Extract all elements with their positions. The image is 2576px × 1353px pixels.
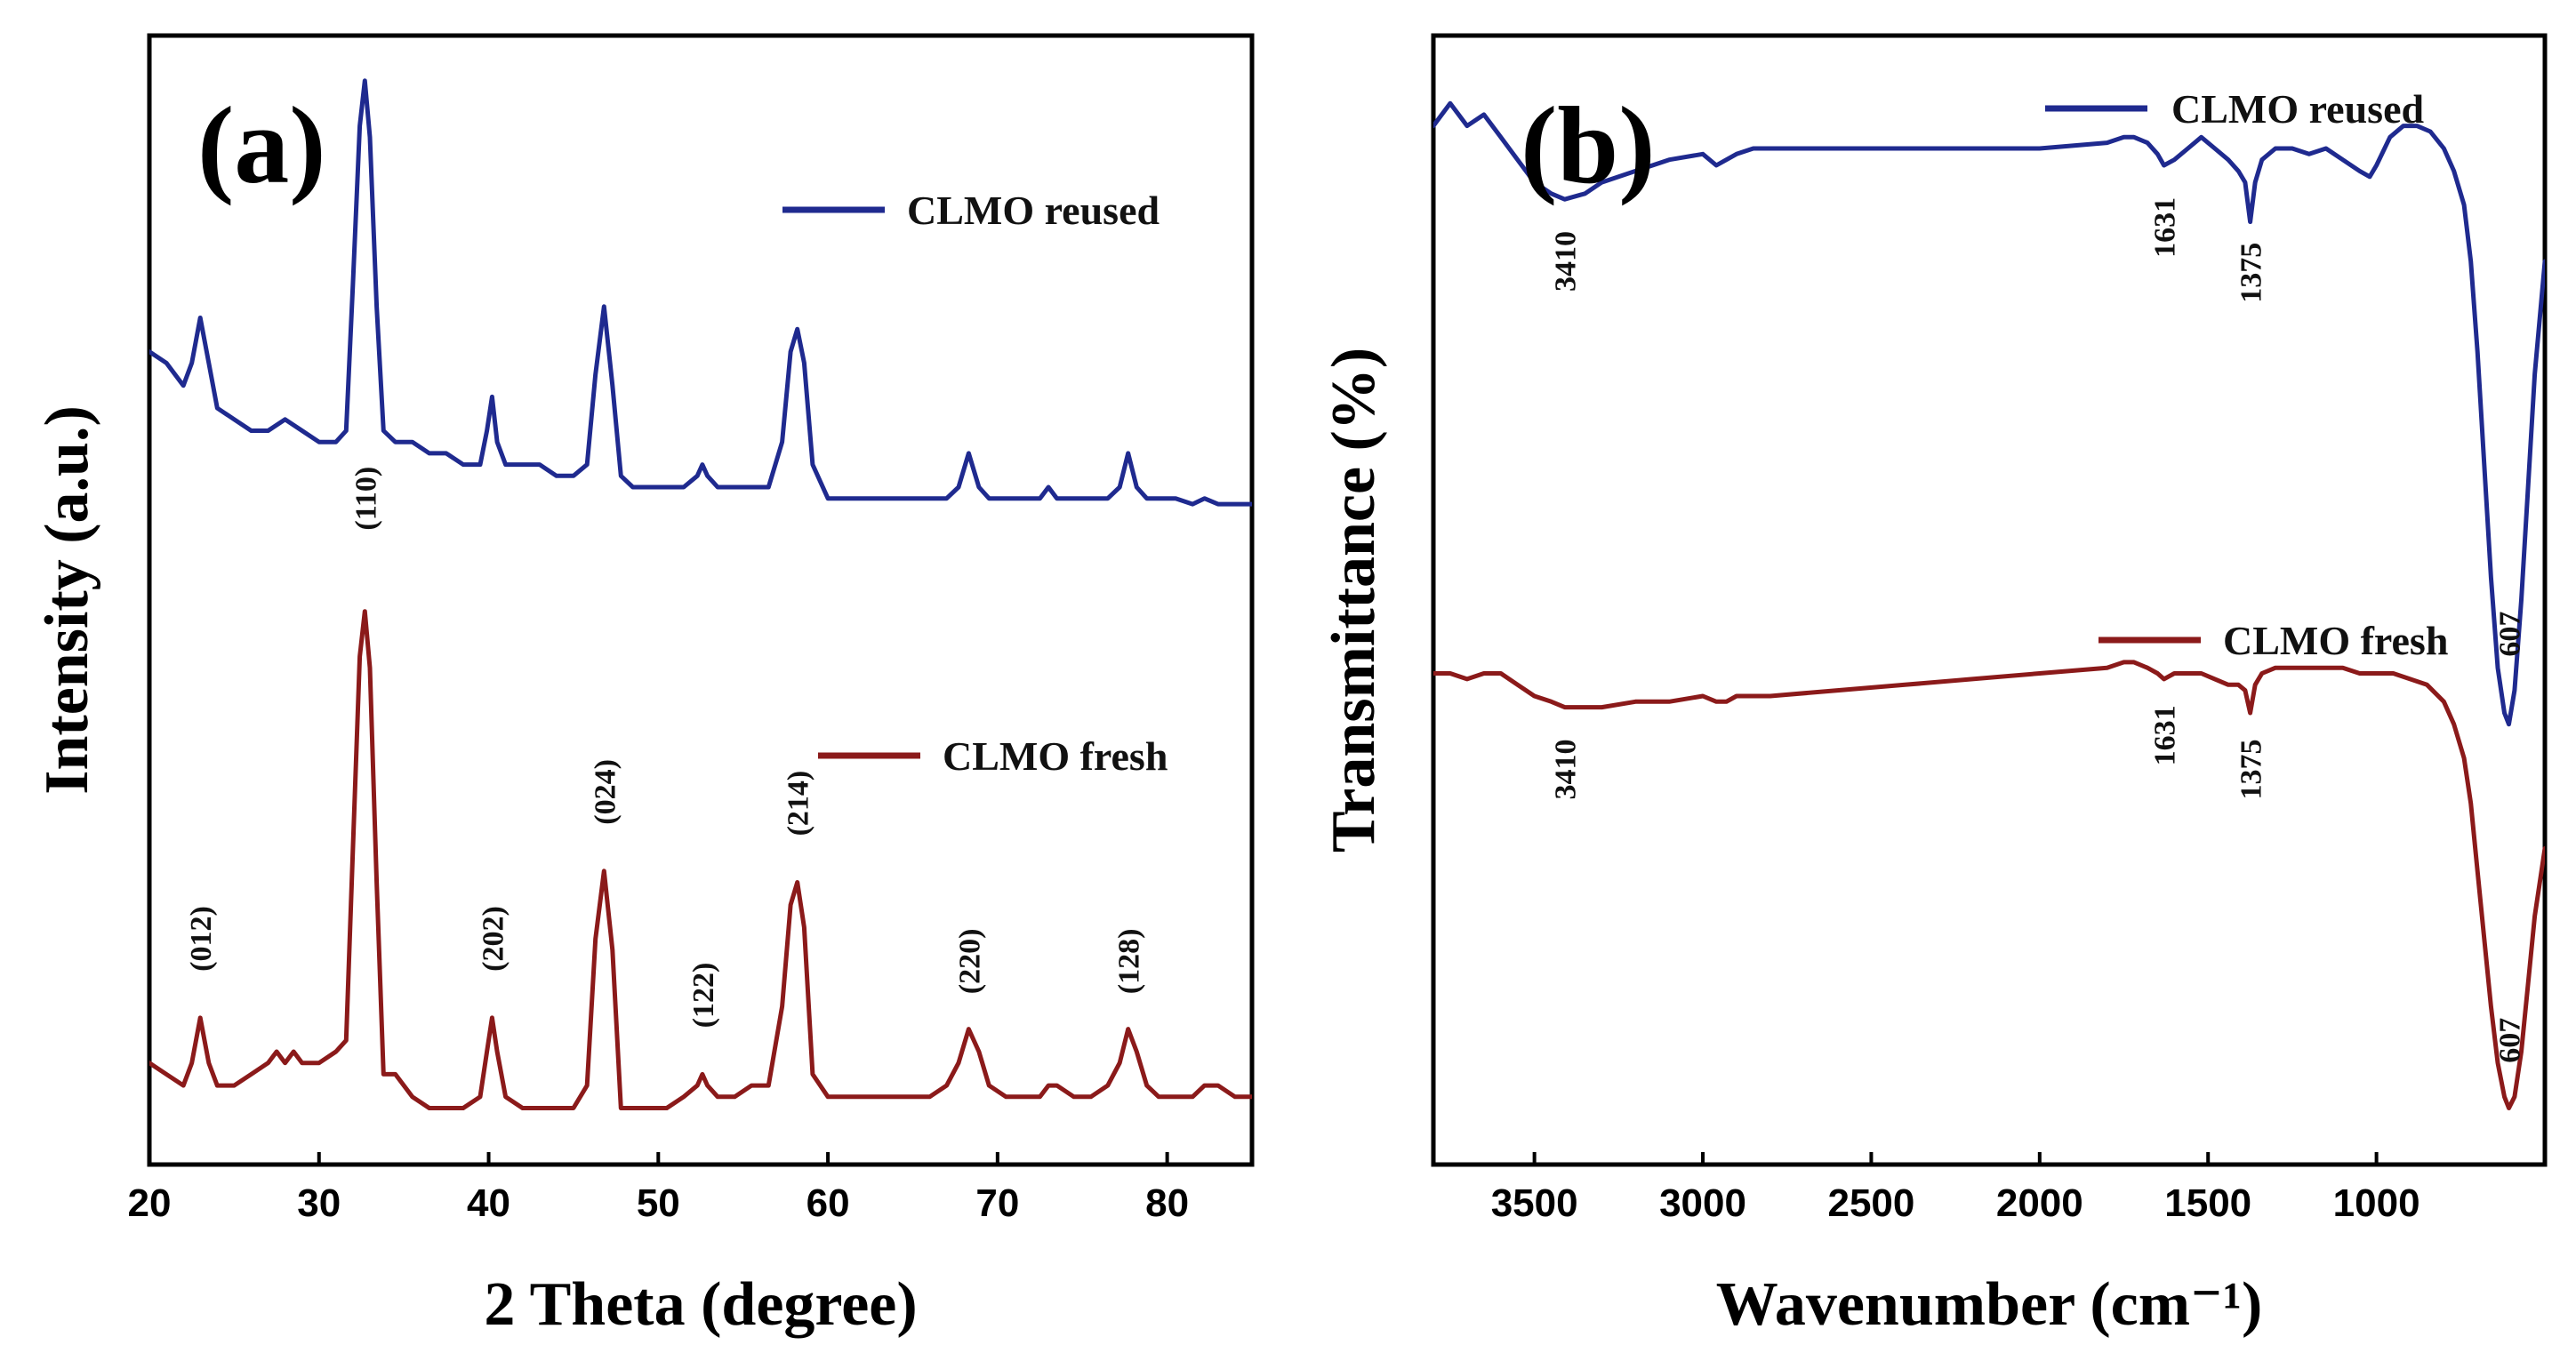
panel-b-plot-body — [1433, 100, 2545, 1110]
panel-b-peak-label: 1631 — [2149, 705, 2182, 765]
panel-a-series-reused-line — [149, 78, 1252, 507]
panel-b-peak-label: 1631 — [2149, 197, 2182, 258]
panel-a-legend: CLMO reused CLMO fresh — [782, 188, 1168, 779]
panel-a-x-tick-label: 80 — [1145, 1181, 1189, 1225]
panel-a-x-tick-label: 50 — [637, 1181, 680, 1225]
panel-a-peak-label: (214) — [782, 771, 815, 837]
panel-a-x-tick-label: 20 — [128, 1181, 172, 1225]
panel-a-x-axis-title: 2 Theta (degree) — [484, 1270, 917, 1339]
panel-b-plot-frame — [1431, 33, 2548, 1167]
panel-b-x-tick-label: 3000 — [1659, 1181, 1746, 1225]
panel-b-series-reused-line — [1433, 100, 2545, 727]
panel-a-legend-label-reused: CLMO reused — [907, 188, 1160, 233]
panel-a-legend-label-fresh: CLMO fresh — [943, 733, 1168, 779]
panel-a-x-tick-label: 30 — [297, 1181, 341, 1225]
panel-b-label: (b) — [1521, 84, 1656, 206]
panel-b-ftir-chart: (b) Wavenumber (cm⁻¹) Transmittance (%) … — [1320, 33, 2548, 1339]
panel-b-y-axis-title: Transmittance (%) — [1320, 348, 1388, 853]
panel-a-plot-body — [149, 78, 1252, 1110]
panel-a-x-tick-label: 70 — [975, 1181, 1019, 1225]
panel-a-peak-label: (128) — [1113, 929, 1146, 995]
panel-b-peak-label: 1375 — [2235, 243, 2268, 303]
panel-a-peak-label: (202) — [477, 906, 510, 972]
panel-b-x-tick-label: 1000 — [2333, 1181, 2420, 1225]
panel-b-series-fresh-line — [1433, 660, 2545, 1110]
panel-b-x-tick-label: 1500 — [2164, 1181, 2251, 1225]
panel-b-x-tick-label: 2000 — [1996, 1181, 2083, 1225]
panel-a-peak-label: (012) — [185, 906, 218, 972]
panel-a-xrd-chart: (a) 2 Theta (degree) Intensity (a.u.) CL… — [33, 33, 1255, 1339]
panel-b-x-tick-label: 2500 — [1827, 1181, 1914, 1225]
panel-a-x-tick-label: 40 — [467, 1181, 510, 1225]
panel-b-peak-label: 607 — [2494, 1018, 2527, 1063]
panel-b-legend-label-fresh: CLMO fresh — [2223, 618, 2448, 663]
panel-b-peak-label: 1375 — [2235, 740, 2268, 800]
panel-b-x-axis-title: Wavenumber (cm⁻¹) — [1716, 1270, 2263, 1339]
panel-a-y-axis-title: Intensity (a.u.) — [33, 405, 101, 795]
panel-a-x-tick-label: 60 — [807, 1181, 850, 1225]
panel-b-peak-label: 3410 — [1550, 231, 1583, 292]
panel-a-label: (a) — [197, 84, 326, 206]
panel-b-legend: CLMO reused CLMO fresh — [2045, 86, 2448, 663]
panel-b-x-tick-label: 3500 — [1491, 1181, 1578, 1225]
panel-a-peak-label: (122) — [687, 963, 720, 1029]
panel-a-plot-frame — [147, 33, 1255, 1167]
panel-b-peak-label: 3410 — [1550, 740, 1583, 800]
panel-b-peak-label: 607 — [2494, 612, 2527, 657]
panel-a-peak-label: (024) — [589, 759, 622, 825]
panel-a-peak-label: (110) — [349, 467, 382, 531]
panel-a-series-fresh-line — [149, 609, 1252, 1110]
panel-a-peak-label: (220) — [953, 929, 986, 995]
panel-b-legend-label-reused: CLMO reused — [2171, 86, 2425, 132]
